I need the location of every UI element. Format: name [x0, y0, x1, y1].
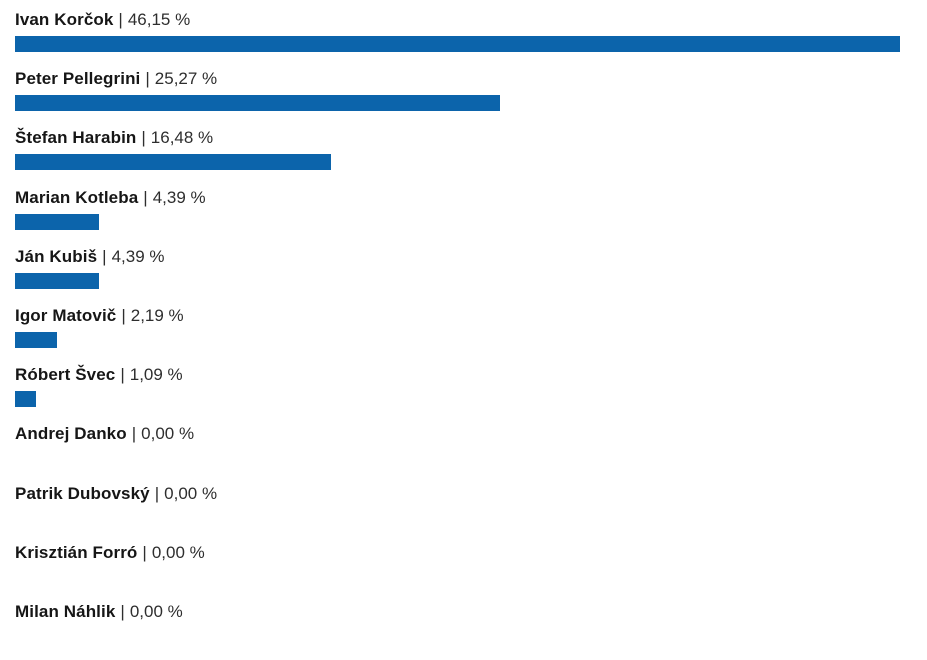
candidate-name: Ján Kubiš: [15, 246, 98, 266]
chart-row: Ivan Korčok | 46,15 %: [15, 9, 927, 68]
separator: |: [120, 601, 125, 621]
chart-row: Štefan Harabin | 16,48 %: [15, 127, 927, 186]
row-label: Andrej Danko | 0,00 %: [15, 423, 927, 445]
chart-row: Róbert Švec | 1,09 %: [15, 364, 927, 423]
bar: [15, 95, 500, 112]
separator: |: [120, 365, 125, 385]
candidate-name: Igor Matovič: [15, 305, 117, 325]
bar: [15, 36, 900, 52]
bar: [15, 391, 36, 408]
bar: [15, 272, 100, 289]
bar: [15, 213, 100, 230]
candidate-name: Štefan Harabin: [15, 128, 137, 148]
bar: [15, 331, 57, 348]
chart-row: Igor Matovič | 2,19 %: [15, 305, 927, 364]
row-label: Ivan Korčok | 46,15 %: [15, 9, 927, 31]
percentage-value: 4,39 %: [152, 187, 206, 207]
chart-row: Patrik Dubovský | 0,00 %: [15, 483, 927, 542]
separator: |: [143, 187, 148, 207]
percentage-value: 0,00 %: [151, 542, 205, 562]
percentage-value: 25,27 %: [154, 69, 218, 89]
row-label: Marian Kotleba | 4,39 %: [15, 187, 927, 209]
chart-row: Milan Náhlik | 0,00 %: [15, 601, 927, 660]
candidate-name: Peter Pellegrini: [15, 69, 141, 89]
chart-row: Marian Kotleba | 4,39 %: [15, 187, 927, 246]
separator: |: [154, 483, 160, 503]
row-label: Igor Matovič | 2,19 %: [15, 305, 927, 327]
percentage-value: 1,09 %: [129, 365, 183, 385]
chart-row: Ján Kubiš | 4,39 %: [15, 246, 927, 305]
row-label: Peter Pellegrini | 25,27 %: [15, 68, 927, 90]
row-label: Krisztián Forró | 0,00 %: [15, 542, 927, 564]
candidate-name: Patrik Dubovský: [15, 483, 150, 503]
percentage-value: 4,39 %: [111, 246, 165, 266]
candidate-name: Krisztián Forró: [15, 542, 138, 562]
percentage-value: 0,00 %: [141, 424, 195, 444]
row-label: Patrik Dubovský | 0,00 %: [15, 483, 927, 505]
chart-row: Peter Pellegrini | 25,27 %: [15, 68, 927, 127]
candidate-name: Ivan Korčok: [15, 10, 114, 29]
row-label: Milan Náhlik | 0,00 %: [15, 601, 927, 623]
candidate-name: Andrej Danko: [15, 424, 127, 444]
separator: |: [131, 424, 137, 444]
row-label: Štefan Harabin | 16,48 %: [15, 127, 927, 149]
candidate-name: Róbert Švec: [15, 365, 116, 385]
separator: |: [141, 128, 146, 148]
chart-row: Andrej Danko | 0,00 %: [15, 423, 927, 482]
separator: |: [142, 542, 147, 562]
percentage-value: 46,15 %: [127, 10, 191, 29]
separator: |: [145, 69, 150, 89]
bar: [15, 154, 332, 171]
row-label: Ján Kubiš | 4,39 %: [15, 246, 927, 268]
row-label: Róbert Švec | 1,09 %: [15, 364, 927, 386]
candidate-name: Milan Náhlik: [15, 601, 116, 621]
percentage-value: 0,00 %: [129, 601, 183, 621]
candidate-name: Marian Kotleba: [15, 187, 139, 207]
separator: |: [121, 305, 126, 325]
separator: |: [102, 246, 107, 266]
percentage-value: 0,00 %: [164, 483, 218, 503]
chart-row: Krisztián Forró | 0,00 %: [15, 542, 927, 601]
separator: |: [118, 10, 123, 29]
percentage-value: 16,48 %: [150, 128, 214, 148]
percentage-value: 2,19 %: [130, 305, 184, 325]
